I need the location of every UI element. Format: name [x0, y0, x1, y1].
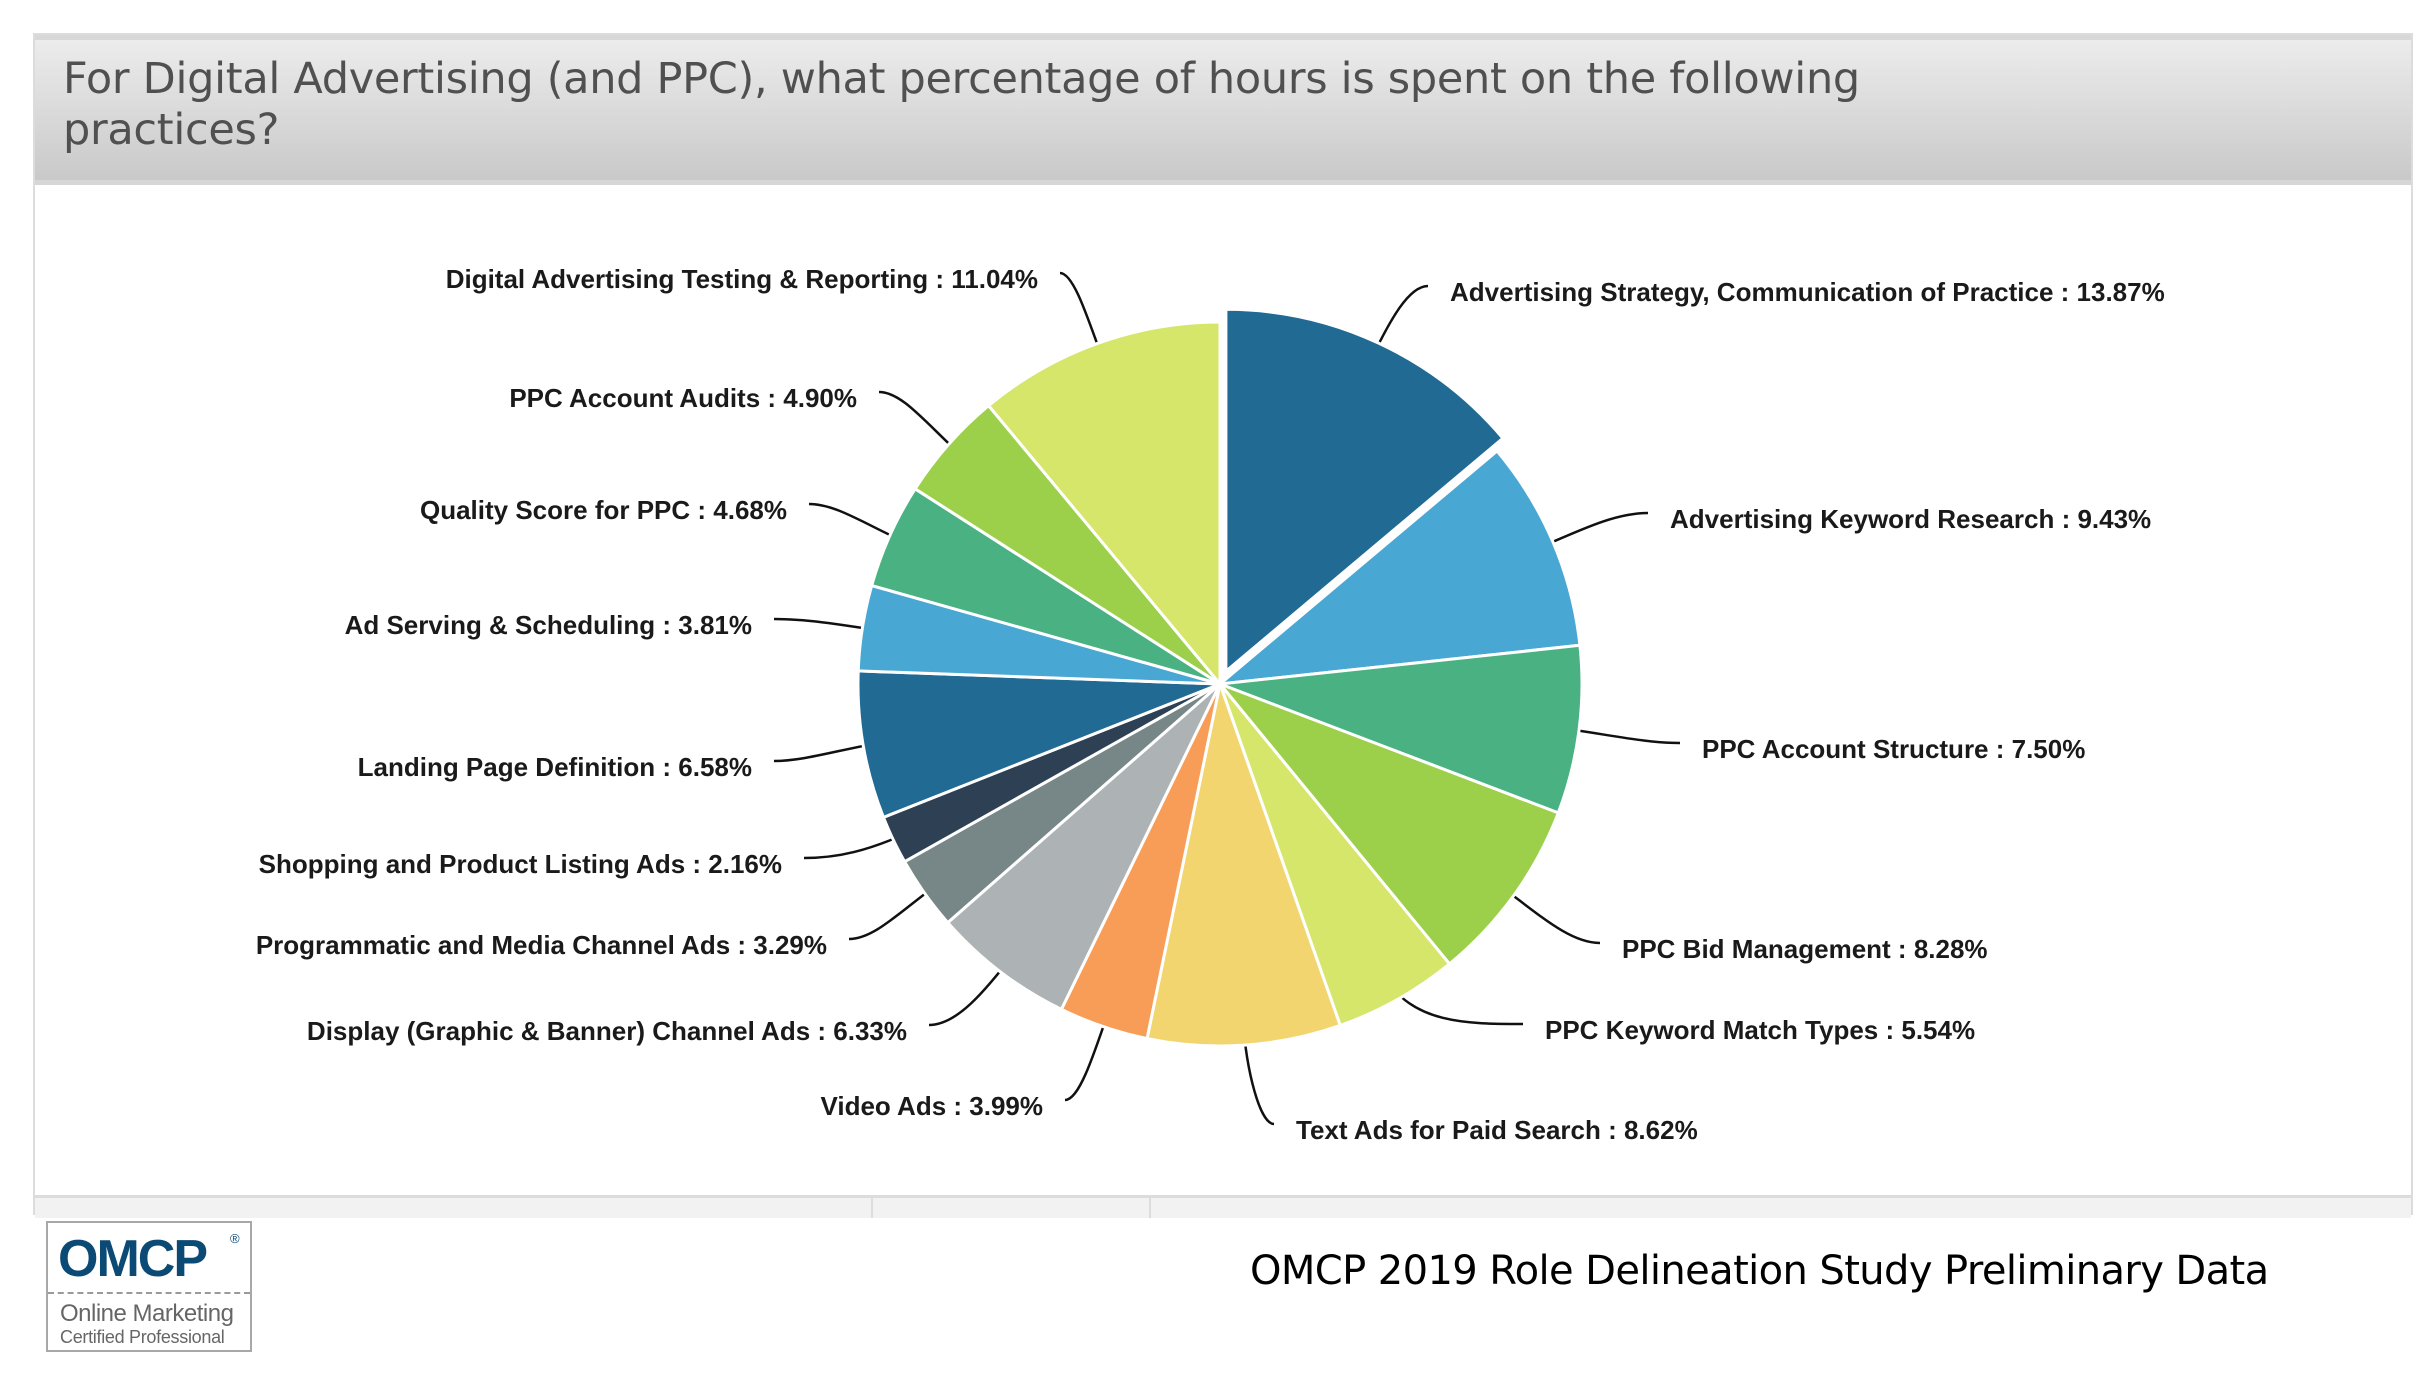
slice-label: Video Ads : 3.99% — [820, 1091, 1043, 1121]
slice-label: Advertising Keyword Research : 9.43% — [1670, 504, 2151, 534]
strip-divider — [1149, 1198, 1151, 1218]
footer-caption: OMCP 2019 Role Delineation Study Prelimi… — [1250, 1248, 2269, 1294]
logo-divider — [48, 1292, 250, 1294]
pie-slice — [946, 682, 1222, 1011]
question-header: For Digital Advertising (and PPC), what … — [35, 35, 2411, 185]
registered-mark: ® — [230, 1231, 240, 1246]
slice-label: Advertising Strategy, Communication of P… — [1450, 277, 2165, 307]
question-title: For Digital Advertising (and PPC), what … — [63, 54, 1860, 155]
slice-label: Display (Graphic & Banner) Channel Ads :… — [307, 1016, 907, 1046]
omcp-logo: OMCP ® Online Marketing Certified Profes… — [46, 1221, 252, 1352]
logo-tagline-1: Online Marketing — [60, 1300, 234, 1327]
slice-label: Shopping and Product Listing Ads : 2.16% — [259, 849, 782, 879]
slice-label: Landing Page Definition : 6.58% — [358, 752, 752, 782]
strip-divider — [871, 1198, 873, 1218]
pie-slices — [856, 307, 1584, 1048]
slice-label: Ad Serving & Scheduling : 3.81% — [345, 610, 752, 640]
slice-label: Digital Advertising Testing & Reporting … — [446, 264, 1038, 294]
pie-slice — [1218, 682, 1560, 966]
pie-slice — [1224, 307, 1505, 673]
slice-label: PPC Keyword Match Types : 5.54% — [1545, 1015, 1975, 1045]
logo-tagline-2: Certified Professional — [60, 1327, 225, 1347]
panel-bottom-strip — [35, 1195, 2411, 1218]
pie-slice — [856, 669, 1222, 819]
slice-label: PPC Account Structure : 7.50% — [1702, 734, 2085, 764]
pie-slice — [1218, 643, 1584, 815]
pie-slice — [1218, 449, 1582, 686]
slice-labels: Advertising Strategy, Communication of P… — [256, 264, 2165, 1145]
slice-label: Programmatic and Media Channel Ads : 3.2… — [256, 930, 827, 960]
slice-label: Text Ads for Paid Search : 8.62% — [1296, 1115, 1698, 1145]
slice-label: PPC Bid Management : 8.28% — [1622, 934, 1988, 964]
logo-wordmark: OMCP — [58, 1230, 208, 1288]
pie-slice — [987, 320, 1222, 686]
slice-label: Quality Score for PPC : 4.68% — [420, 495, 787, 525]
pie-slice — [1145, 682, 1342, 1048]
slice-label: PPC Account Audits : 4.90% — [509, 383, 857, 413]
